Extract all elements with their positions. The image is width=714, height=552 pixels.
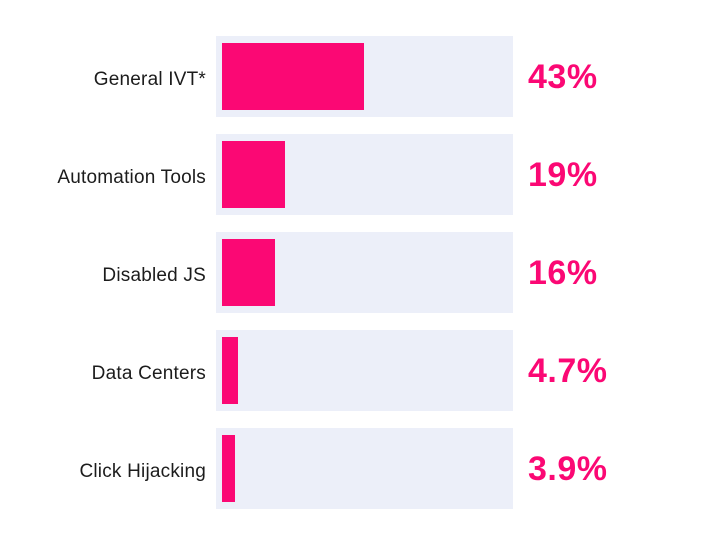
bar-row: General IVT* 43%: [0, 36, 714, 117]
bar-track: [216, 330, 513, 411]
category-label: Disabled JS: [102, 264, 206, 286]
value-label: 43%: [528, 58, 598, 96]
bar-chart: General IVT* 43% Automation Tools 19% Di…: [0, 36, 714, 509]
bar-fill: [222, 43, 364, 110]
category-label: Click Hijacking: [79, 460, 206, 482]
bar-row: Data Centers 4.7%: [0, 330, 714, 411]
bar-track: [216, 36, 513, 117]
value-label: 16%: [528, 254, 598, 292]
bar-row: Click Hijacking 3.9%: [0, 428, 714, 509]
bar-track: [216, 428, 513, 509]
bar-fill: [222, 239, 275, 306]
bar-row: Automation Tools 19%: [0, 134, 714, 215]
bar-fill: [222, 337, 238, 404]
bar-fill: [222, 435, 235, 502]
bar-track: [216, 134, 513, 215]
category-label: General IVT*: [93, 68, 206, 90]
bar-row: Disabled JS 16%: [0, 232, 714, 313]
bar-fill: [222, 141, 285, 208]
value-label: 3.9%: [528, 450, 608, 488]
bar-track: [216, 232, 513, 313]
value-label: 19%: [528, 156, 598, 194]
category-label: Automation Tools: [57, 166, 206, 188]
value-label: 4.7%: [528, 352, 608, 390]
category-label: Data Centers: [91, 362, 206, 384]
